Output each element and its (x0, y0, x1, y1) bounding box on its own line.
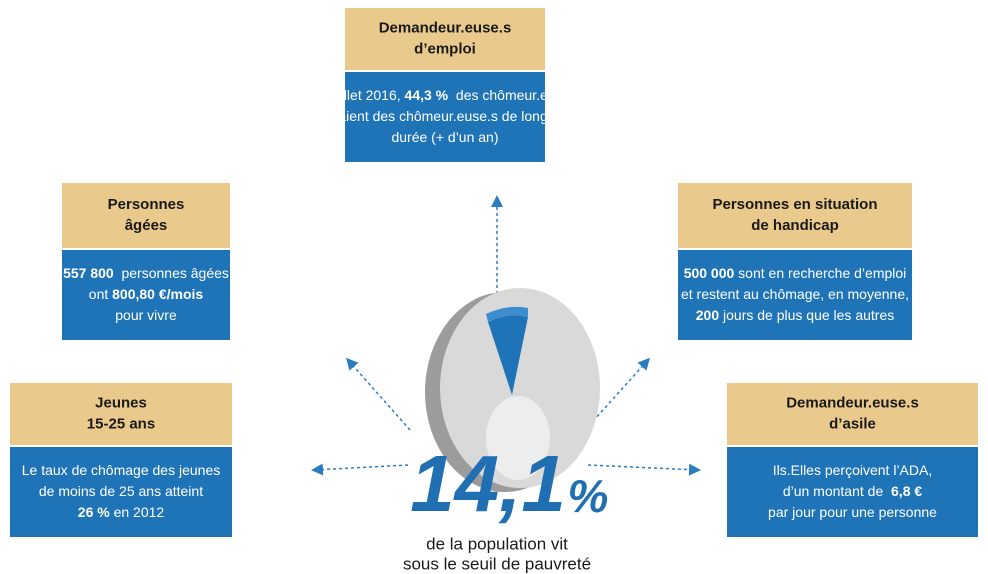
box-title: Demandeur.euse.s (379, 19, 512, 36)
title-bg (62, 183, 230, 248)
text-run: Ils.Elles perçoivent l’ADA, (773, 462, 933, 478)
title-bg (727, 383, 978, 445)
title-bg (345, 8, 545, 70)
box-text: Ils.Elles perçoivent l’ADA, (773, 462, 933, 478)
box-title: Personnes (108, 196, 185, 213)
text-run: de moins de 25 ans atteint (39, 483, 203, 499)
text-run: sont en recherche d’emploi (734, 265, 906, 281)
box-text: ont 800,80 €/mois (89, 286, 204, 302)
box-text: 500 000 sont en recherche d’emploi (684, 265, 907, 281)
caption: de la population vit (426, 534, 568, 553)
text-run: par jour pour une personne (768, 504, 937, 520)
bold-text: 6,8 € (891, 483, 922, 499)
big-number: 14,1 (410, 439, 566, 528)
text-run: des chômeur.euse.s (448, 87, 581, 103)
box-title: 15-25 ans (87, 415, 155, 432)
box-text: pour vivre (115, 307, 177, 323)
box-title: d’asile (829, 415, 876, 432)
title-bg (10, 383, 232, 445)
bold-text: 44,3 % (405, 87, 449, 103)
arrow (348, 360, 410, 430)
box-text: 557 800 personnes âgées (63, 265, 229, 281)
text-run: et restent au chômage, en moyenne, (681, 286, 909, 302)
box-title: Demandeur.euse.s (786, 394, 919, 411)
bold-text: 557 800 (63, 265, 114, 281)
text-run: personnes âgées (114, 265, 229, 281)
bold-text: 500 000 (684, 265, 735, 281)
box-text: et restent au chômage, en moyenne, (681, 286, 909, 302)
box-text: étaient des chômeur.euse.s de longue (327, 108, 564, 124)
text-run: étaient des chômeur.euse.s de longue (327, 108, 564, 124)
text-run: jours de plus que les autres (719, 307, 894, 323)
bold-text: 200 (696, 307, 720, 323)
arrow (314, 465, 408, 470)
box-text: 200 jours de plus que les autres (696, 307, 894, 323)
text-run: en 2012 (110, 504, 165, 520)
bold-text: 26 % (78, 504, 110, 520)
caption: sous le seuil de pauvreté (403, 554, 591, 573)
title-bg (678, 183, 912, 248)
center-figure: 14,1 % de la population vit sous le seui… (403, 439, 608, 573)
text-run: durée (+ d’un an) (391, 129, 498, 145)
text-run: pour vivre (115, 307, 177, 323)
box-text: En juillet 2016, 44,3 % des chômeur.euse… (309, 87, 581, 103)
box-title: Jeunes (95, 394, 147, 411)
box-title: Personnes en situation (712, 196, 877, 213)
box-title: âgées (125, 217, 168, 234)
infographic: Demandeur.euse.s d’emploi En juillet 2016,… (0, 0, 988, 574)
box-text: par jour pour une personne (768, 504, 937, 520)
box-text: 26 % en 2012 (78, 504, 165, 520)
box-title: d’emploi (414, 40, 476, 57)
text-run: Le taux de chômage des jeunes (22, 462, 220, 478)
text-run: ont (89, 286, 112, 302)
text-run: En juillet 2016, (309, 87, 405, 103)
box-title: de handicap (751, 217, 839, 234)
big-unit: % (568, 470, 609, 522)
bold-text: 800,80 €/mois (112, 286, 203, 302)
box-text: d’un montant de 6,8 € (783, 483, 923, 499)
box-text: durée (+ d’un an) (391, 129, 498, 145)
text-run: d’un montant de (783, 483, 891, 499)
box-text: de moins de 25 ans atteint (39, 483, 203, 499)
box-text: Le taux de chômage des jeunes (22, 462, 220, 478)
